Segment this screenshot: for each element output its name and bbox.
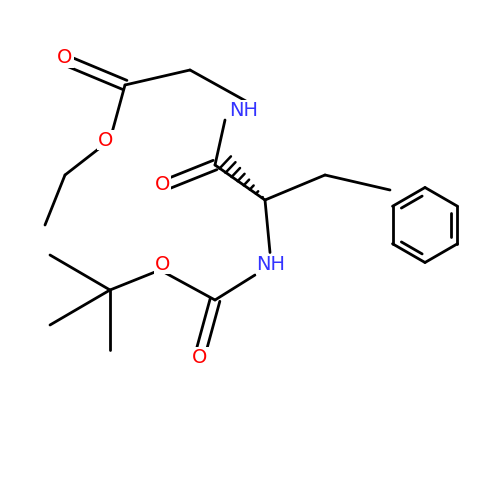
Text: O: O	[155, 254, 170, 274]
Text: NH: NH	[230, 100, 258, 119]
Text: O: O	[192, 348, 208, 367]
Text: NH: NH	[256, 256, 286, 274]
Text: O: O	[98, 130, 114, 150]
Text: O: O	[155, 176, 170, 195]
Text: O: O	[58, 48, 72, 67]
